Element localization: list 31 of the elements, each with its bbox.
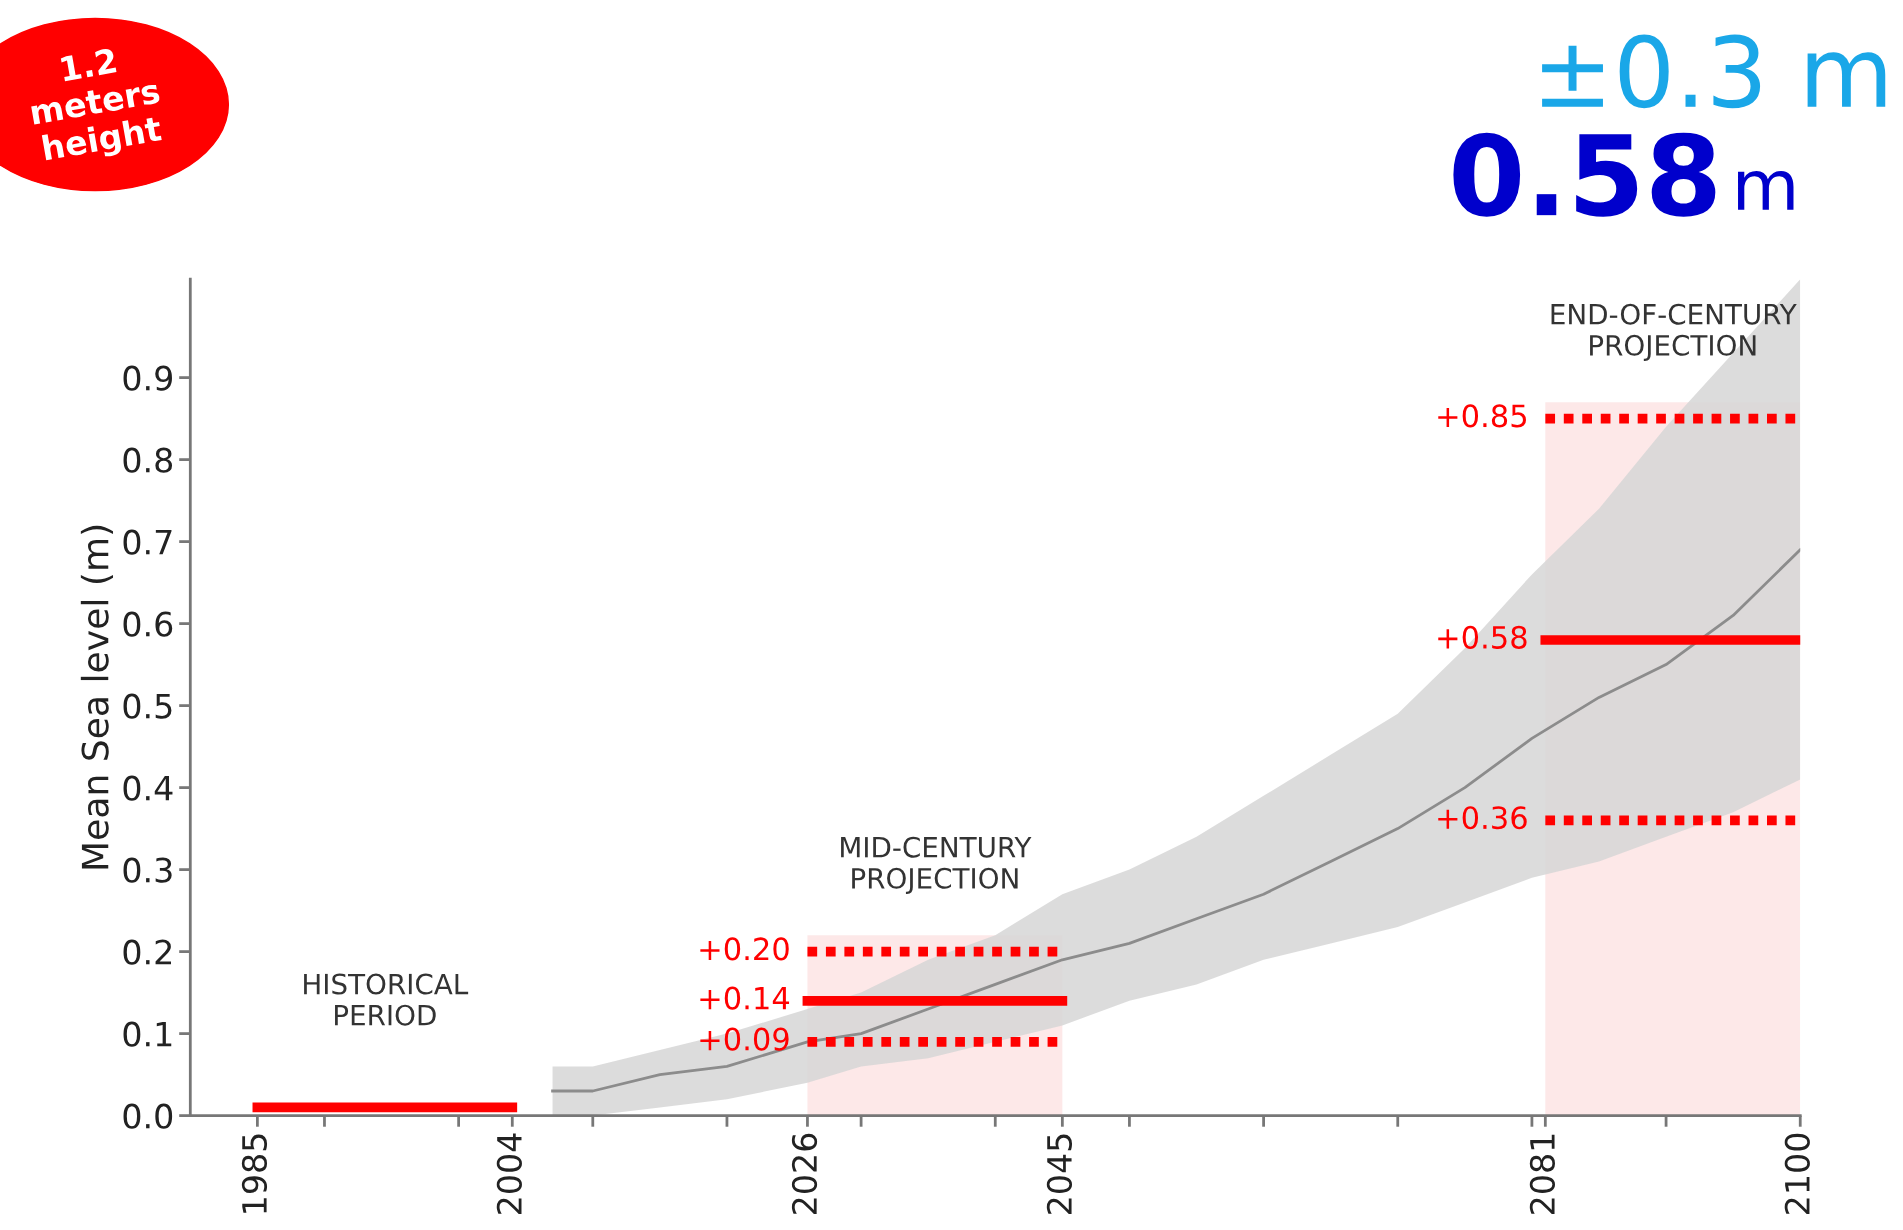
text: 0.58 [1453, 132, 1716, 217]
y-tick-label: 0.4 [123, 775, 173, 801]
data-label: +0.85 [1438, 404, 1526, 428]
band-label: MID-CENTURY PROJECTION [841, 836, 1032, 894]
y-axis-title: Mean Sea level (m) [80, 525, 114, 869]
data-label: +0.09 [700, 1027, 789, 1051]
x-tick-label: 2004 [496, 1133, 522, 1214]
text: ±0.3 m [1542, 34, 1886, 109]
y-tick-label: 0.0 [123, 1103, 173, 1129]
y-tick-label: 0.6 [123, 611, 173, 637]
y-tick-label: 0.7 [123, 529, 172, 555]
data-label: +0.58 [1438, 625, 1527, 649]
x-tick-label: 1985 [241, 1134, 268, 1213]
band-label: END-OF-CENTURY PROJECTION [1551, 303, 1797, 361]
x-tick-label: 2100 [1784, 1133, 1810, 1214]
y-tick-label: 0.1 [123, 1021, 172, 1047]
line-series [551, 548, 1801, 1093]
annotation: HISTORICAL PERIOD [304, 973, 469, 1026]
x-tick-label: 2081 [1529, 1134, 1555, 1214]
text: 1.2 meters height [30, 47, 164, 168]
y-tick-label: 0.5 [123, 693, 172, 719]
data-label: +0.36 [1438, 806, 1527, 830]
x-tick-label: 2045 [1046, 1134, 1073, 1214]
data-label: +0.20 [700, 937, 789, 961]
y-tick-label: 0.3 [123, 857, 172, 883]
y-tick-label: 0.8 [123, 447, 173, 473]
y-tick-label: 0.2 [123, 939, 171, 965]
text: m [1738, 170, 1794, 210]
x-tick-label: 2026 [791, 1133, 818, 1214]
y-tick-label: 0.9 [123, 365, 172, 391]
data-label: +0.14 [700, 986, 790, 1010]
